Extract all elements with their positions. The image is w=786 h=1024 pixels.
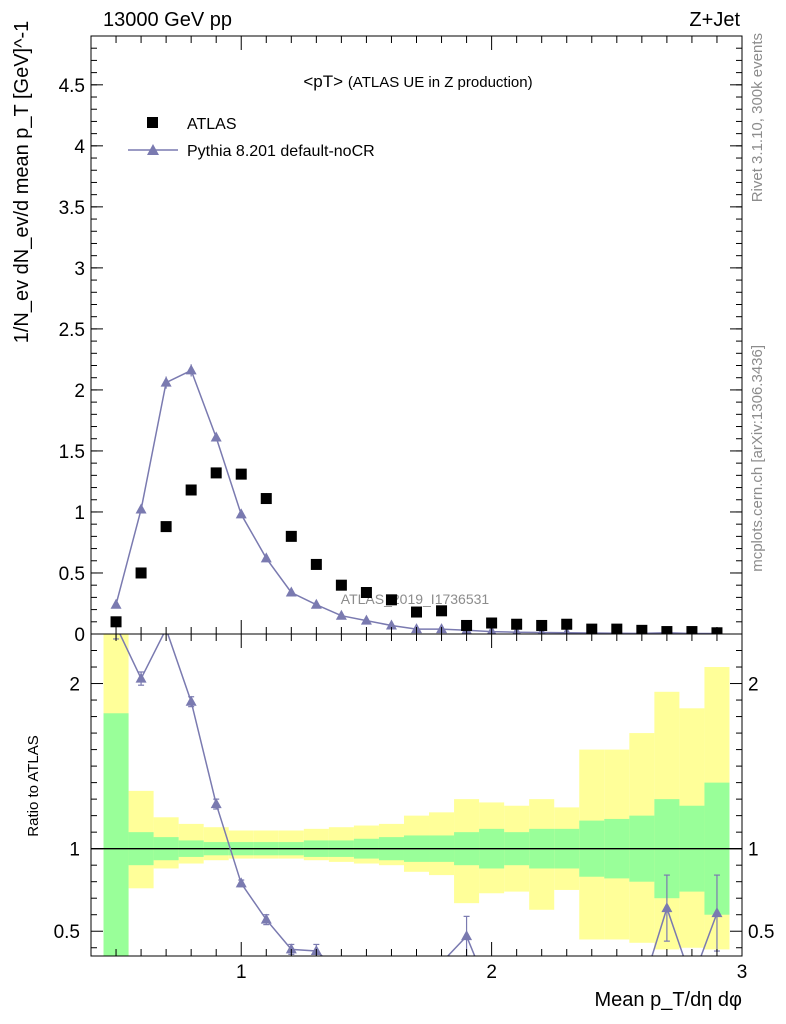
ratio-pythia-point [661, 902, 673, 913]
atlas-point [511, 618, 523, 630]
bottom-xtick-label: 3 [737, 962, 748, 983]
atlas-point [536, 619, 548, 631]
bottom-ytick-label-right: 2 [748, 675, 759, 696]
atlas-point [310, 558, 322, 570]
ratio-pythia-point [461, 930, 473, 941]
header-left: 13000 GeV pp [103, 9, 232, 31]
bottom-panel: 0.5 0.5 1 1 2 2 1 2 3 Ratio to ATLAS Mean p_T/dη… [25, 633, 774, 1011]
top-ytick-label: 4 [74, 137, 85, 158]
atlas-point [385, 594, 397, 606]
pythia-point [110, 598, 122, 609]
bottom-ytick-label: 2 [69, 675, 80, 696]
ratio-pythia-point [486, 991, 497, 1001]
atlas-point [110, 616, 122, 628]
pythia-point [285, 586, 297, 597]
top-ytick-label: 1.5 [59, 442, 85, 463]
top-ytick-label: 0.5 [59, 564, 85, 585]
top-ytick-label: 2.5 [59, 320, 85, 341]
atlas-point [160, 521, 172, 533]
ratio-pythia-point [711, 907, 723, 918]
ratio-pythia-point [336, 967, 347, 977]
pythia-point [210, 431, 222, 442]
atlas-point [335, 579, 347, 591]
legend: ATLAS Pythia 8.201 default-noCR [128, 116, 375, 160]
bottom-ytick-label: 1 [69, 840, 80, 861]
top-title: <pT> (ATLAS UE in Z production) [303, 72, 532, 91]
ratio-pythia-point [411, 983, 422, 993]
atlas-point [235, 468, 247, 480]
bottom-ytick-label: 0.5 [54, 922, 80, 943]
atlas-point [561, 618, 573, 630]
ratio-pythia-point [686, 975, 697, 985]
top-ytick-label: 3.5 [59, 198, 85, 219]
side-label-rivet: Rivet 3.1.10, 300k events [749, 33, 766, 202]
bottom-xtick-label: 1 [236, 962, 247, 983]
ratio-pythia-point [135, 672, 147, 683]
atlas-point [210, 467, 222, 479]
pythia-point [260, 552, 272, 563]
header-right: Z+Jet [689, 9, 740, 31]
ratio-pythia-point [285, 943, 297, 954]
pythia-point [385, 619, 397, 630]
top-ytick-label: 3 [74, 259, 85, 280]
pythia-point [160, 376, 172, 387]
pythia-point [335, 609, 347, 620]
top-title-main: <pT> [303, 72, 343, 91]
bottom-ytick-label-right: 1 [748, 840, 759, 861]
pythia-point [360, 614, 372, 625]
top-ytick-label: 0 [74, 625, 85, 646]
bottom-xtick-label: 2 [486, 962, 497, 983]
atlas-point [461, 619, 473, 631]
pythia-point [235, 508, 247, 519]
ratio-band-inner [103, 713, 129, 956]
legend-marker-pythia [147, 144, 159, 155]
atlas-point [260, 493, 272, 505]
top-ylabel: 1/N_ev dN_ev/d mean p_T [GeV]^-1 [11, 21, 33, 344]
pythia-point [135, 503, 147, 514]
side-label-source: mcplots.cern.ch [arXiv:1306.3436] [749, 345, 766, 572]
ratio-pythia-point [185, 695, 197, 706]
bottom-xlabel: Mean p_T/dη dφ [595, 989, 743, 1011]
atlas-point [411, 606, 422, 618]
atlas-point [360, 587, 372, 599]
top-ytick-label: 4.5 [59, 76, 85, 97]
ratio-pythia-point [235, 877, 247, 888]
legend-marker-atlas [147, 117, 158, 128]
pythia-point [185, 364, 197, 375]
top-panel: ATLAS_2019_I1736531 0 0.5 1 1.5 2 2.5 3 3.5 4 4.5… [11, 21, 743, 646]
pythia-point [310, 598, 322, 609]
bottom-ytick-label-right: 0.5 [748, 922, 774, 943]
legend-label-pythia: Pythia 8.201 default-noCR [187, 143, 375, 160]
top-ytick-label: 2 [74, 381, 85, 402]
atlas-point [285, 530, 297, 542]
ratio-pythia-point [260, 913, 272, 924]
ratio-pythia-point [210, 798, 222, 809]
bottom-ylabel: Ratio to ATLAS [25, 735, 42, 836]
atlas-point [185, 484, 197, 496]
top-ytick-label: 1 [74, 503, 85, 524]
atlas-point [436, 605, 448, 617]
watermark: ATLAS_2019_I1736531 [341, 591, 490, 607]
top-subtitle: (ATLAS UE in Z production) [348, 74, 533, 91]
legend-label-atlas: ATLAS [187, 116, 237, 133]
atlas-point [135, 567, 147, 579]
